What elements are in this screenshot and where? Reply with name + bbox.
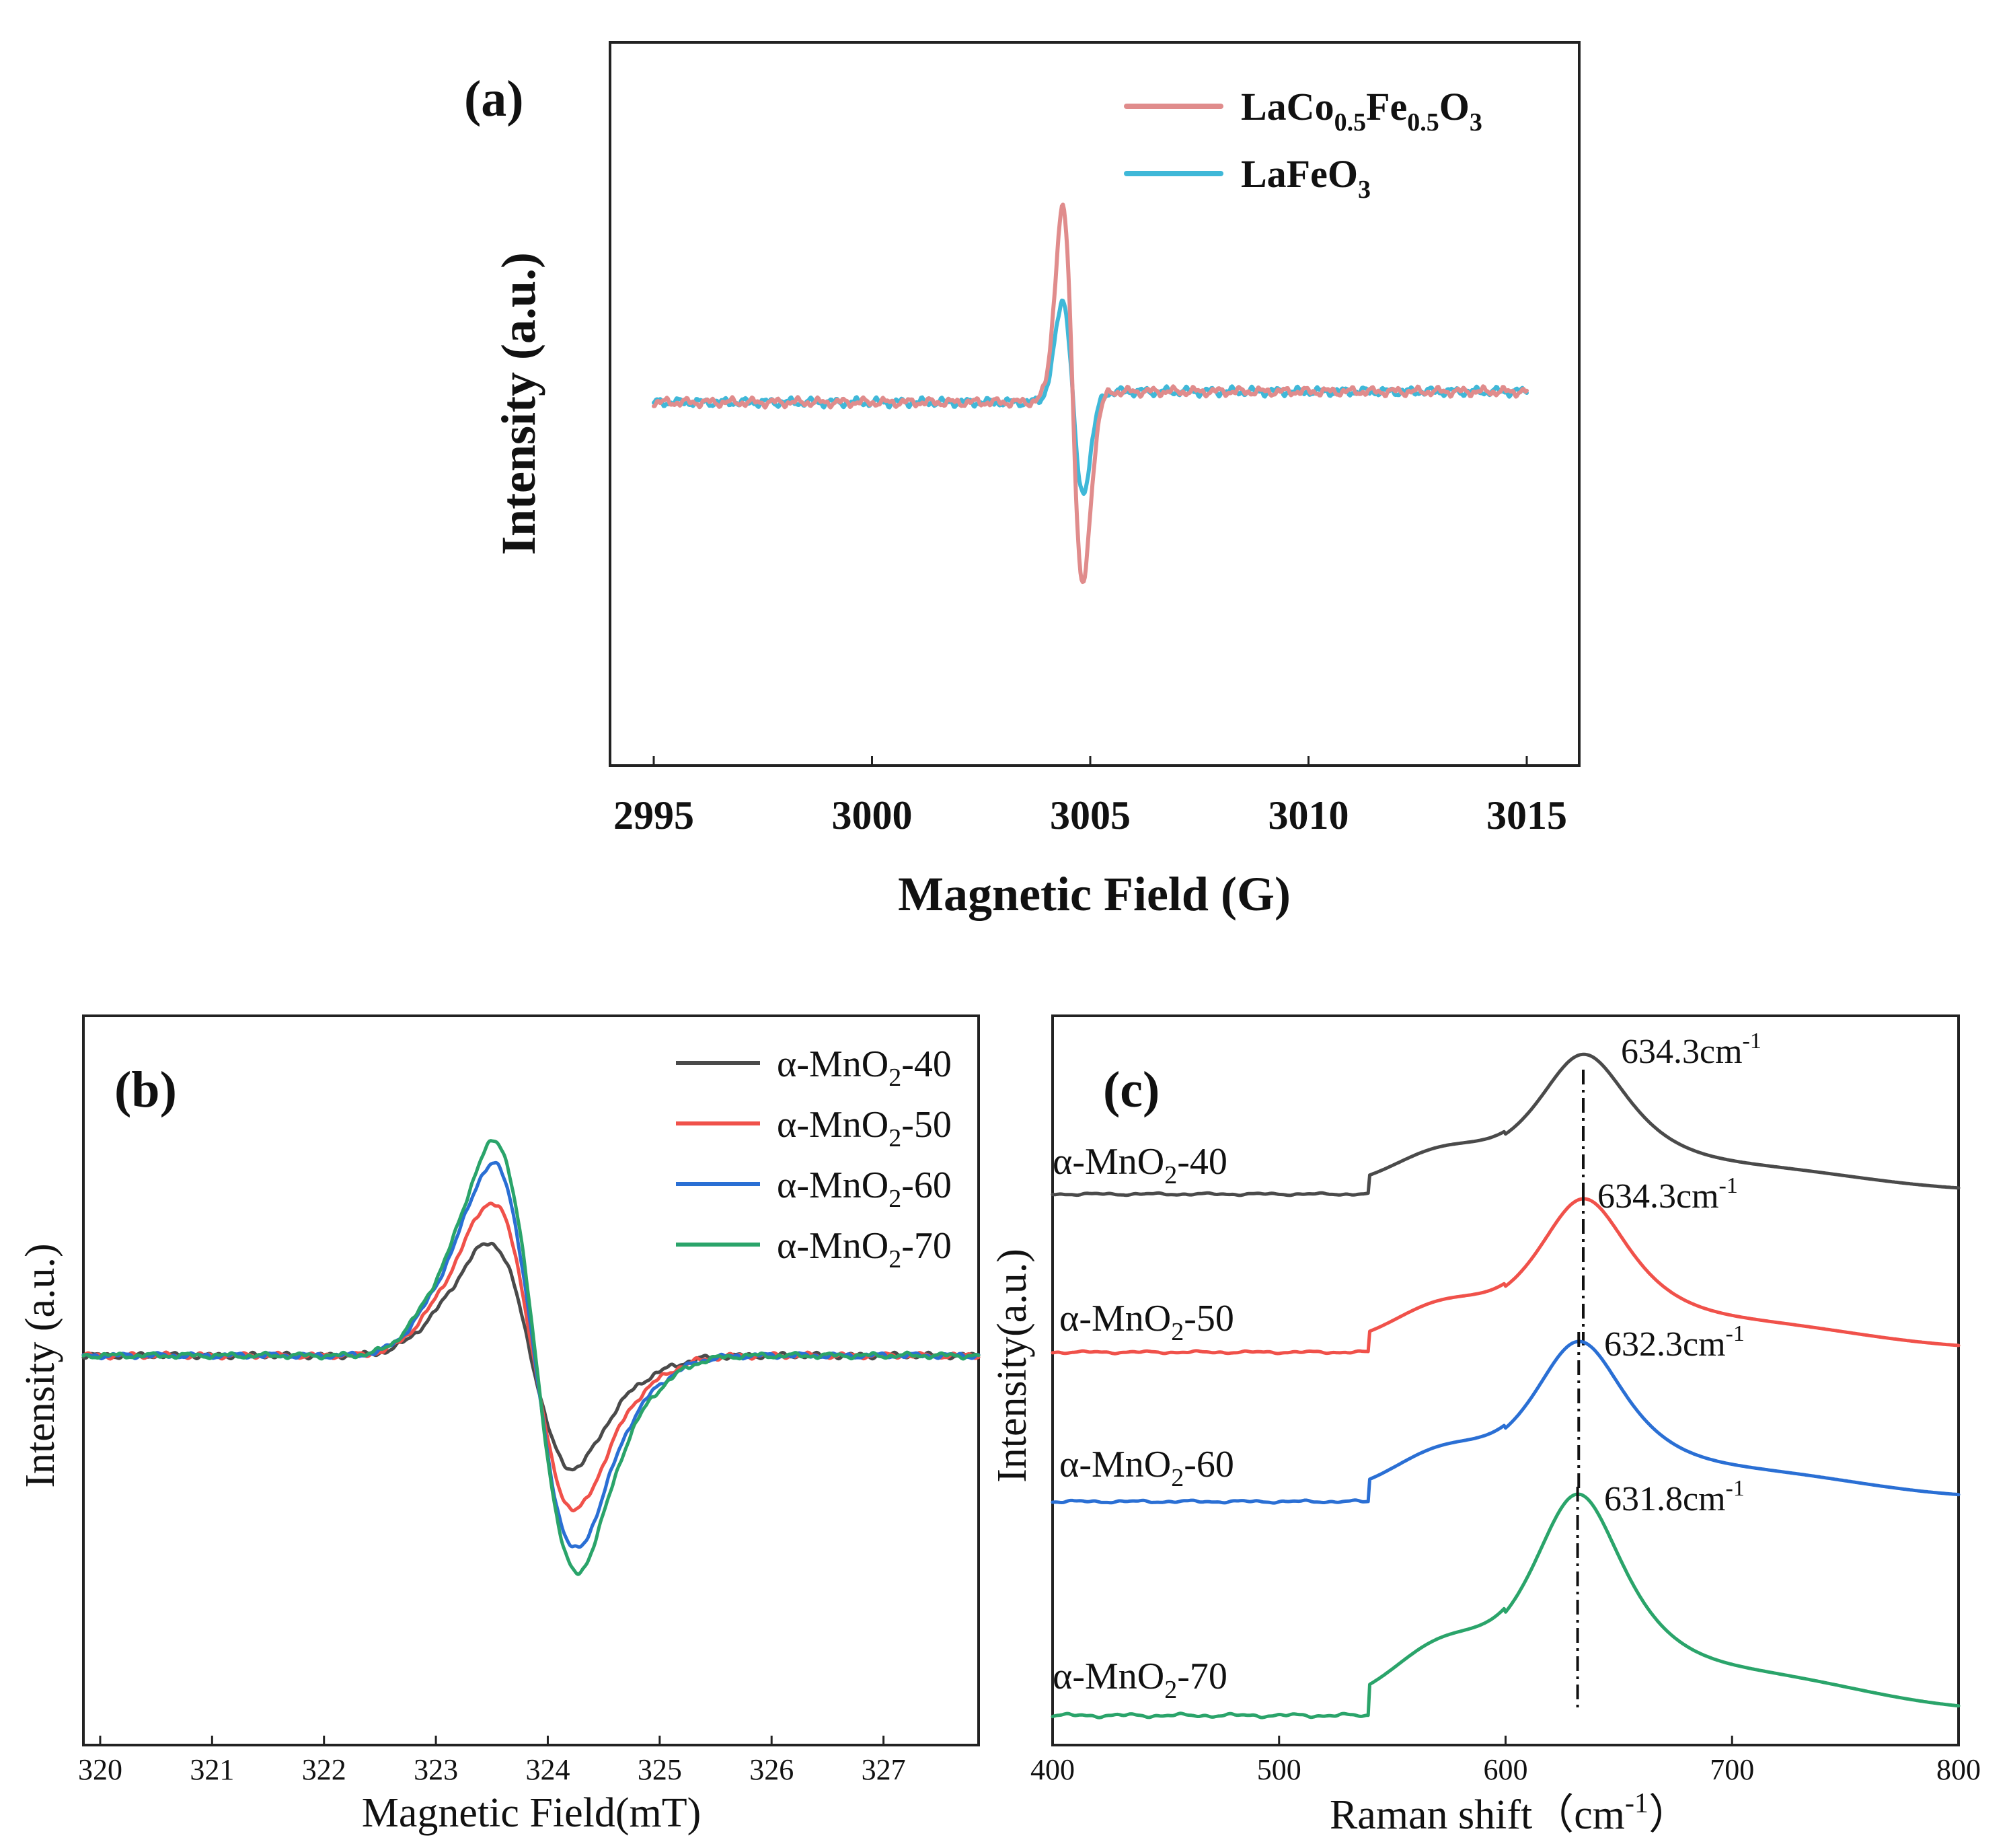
panel-a-y-axis-title: Intensity (a.u.) [492, 252, 545, 555]
x-tick-label-325: 325 [638, 1753, 682, 1786]
panel-a-x-axis-title: Magnetic Field (G) [898, 867, 1291, 921]
x-tick-label-3015: 3015 [1486, 793, 1567, 838]
legend-label-alpha-mno2-40: α-MnO2-40 [777, 1043, 952, 1092]
trace-alpha-mno2-60 [1051, 1339, 1961, 1505]
trace-alpha-mno2-70 [1051, 1492, 1961, 1720]
legend-label-alpha-mno2-50: α-MnO2-50 [777, 1104, 952, 1152]
x-tick-label-2995: 2995 [613, 793, 694, 838]
panel-b-x-axis-title: Magnetic Field(mT) [362, 1790, 701, 1836]
series-label-alpha-mno2-60: α-MnO2-60 [1059, 1444, 1234, 1492]
series-label-alpha-mno2-40: α-MnO2-40 [1053, 1141, 1227, 1189]
panel-a-plot-frame [609, 41, 1581, 767]
panel-a-x-ticks: 2995 3000 3005 3010 3015 [613, 756, 1567, 838]
legend-label-laco05fe05o3: LaCo0.5Fe0.5O3 [1241, 85, 1482, 137]
panel-c-y-axis-title: Intensity(a.u.) [989, 1249, 1035, 1483]
x-tick-label-327: 327 [862, 1753, 906, 1786]
panel-b-y-axis-title: Intensity (a.u.) [17, 1243, 63, 1487]
x-tick-label-3010: 3010 [1268, 793, 1349, 838]
panel-c-plot-frame [1051, 1014, 1960, 1746]
panel-a: (a) 2995 3000 3005 3010 3015 Magnetic Field … [464, 41, 1581, 921]
panel-a-legend: LaCo0.5Fe0.5O3 LaFeO3 [1124, 85, 1482, 204]
x-tick-label-320: 320 [78, 1753, 122, 1786]
x-tick-label-700: 700 [1710, 1753, 1754, 1786]
x-tick-label-321: 321 [190, 1753, 234, 1786]
x-tick-label-326: 326 [749, 1753, 794, 1786]
x-tick-label-3005: 3005 [1050, 793, 1131, 838]
panel-c-x-ticks: 400 500 600 700 800 [1030, 1736, 1981, 1786]
x-tick-label-600: 600 [1484, 1753, 1528, 1786]
x-tick-label-500: 500 [1257, 1753, 1301, 1786]
series-label-alpha-mno2-70: α-MnO2-70 [1053, 1656, 1227, 1704]
panel-c: (c) 400 500 600 700 800 α-MnO2-40634.3cm-1α-… [989, 1014, 1981, 1838]
trace-lafeo3 [652, 298, 1529, 496]
x-tick-label-323: 323 [414, 1753, 458, 1786]
panel-b-x-ticks: 320 321 322 323 324 325 326 327 [78, 1736, 906, 1786]
peak-label-alpha-mno2-50: 634.3cm-1 [1597, 1173, 1738, 1216]
panel-b: (b) 320 321 322 323 324 325 326 327 Magnetic Fi… [17, 1014, 981, 1836]
x-tick-label-3000: 3000 [832, 793, 913, 838]
trace-laco0-5fe0-5o3 [652, 202, 1529, 585]
x-tick-label-324: 324 [525, 1753, 570, 1786]
trace-alpha-mno2-70 [81, 1139, 981, 1576]
panel-c-x-axis-title: Raman shift（cm-1） [1330, 1788, 1690, 1838]
legend-label-alpha-mno2-60: α-MnO2-60 [777, 1165, 952, 1213]
series-label-alpha-mno2-50: α-MnO2-50 [1059, 1298, 1234, 1346]
x-tick-label-400: 400 [1030, 1753, 1075, 1786]
trace-alpha-mno2-40 [1051, 1052, 1961, 1197]
panel-c-traces: α-MnO2-40 634.3cm-1 α-MnO2-50 634.3cm-1 α-Mn… [1051, 1029, 1961, 1720]
panel-b-legend: α-MnO2-40 α-MnO2-50 α-MnO2-60 α-MnO2-70 [676, 1043, 952, 1273]
panel-b-traces [81, 1139, 981, 1576]
panel-c-label: (c) [1103, 1062, 1160, 1118]
trace-alpha-mno2-50 [1051, 1197, 1961, 1356]
panel-a-traces [652, 202, 1529, 585]
peak-label-alpha-mno2-60: 632.3cm-1 [1604, 1321, 1745, 1364]
peak-label-alpha-mno2-40: 634.3cm-1 [1621, 1029, 1761, 1071]
legend-label-lafeo3: LaFeO3 [1241, 152, 1371, 204]
legend-label-alpha-mno2-70: α-MnO2-70 [777, 1225, 952, 1273]
x-tick-label-800: 800 [1936, 1753, 1981, 1786]
panel-a-label: (a) [464, 71, 524, 127]
x-tick-label-322: 322 [302, 1753, 346, 1786]
peak-label-alpha-mno2-70: 631.8cm-1 [1604, 1476, 1745, 1518]
panel-b-label: (b) [114, 1062, 177, 1118]
panel-b-plot-frame [82, 1014, 980, 1746]
